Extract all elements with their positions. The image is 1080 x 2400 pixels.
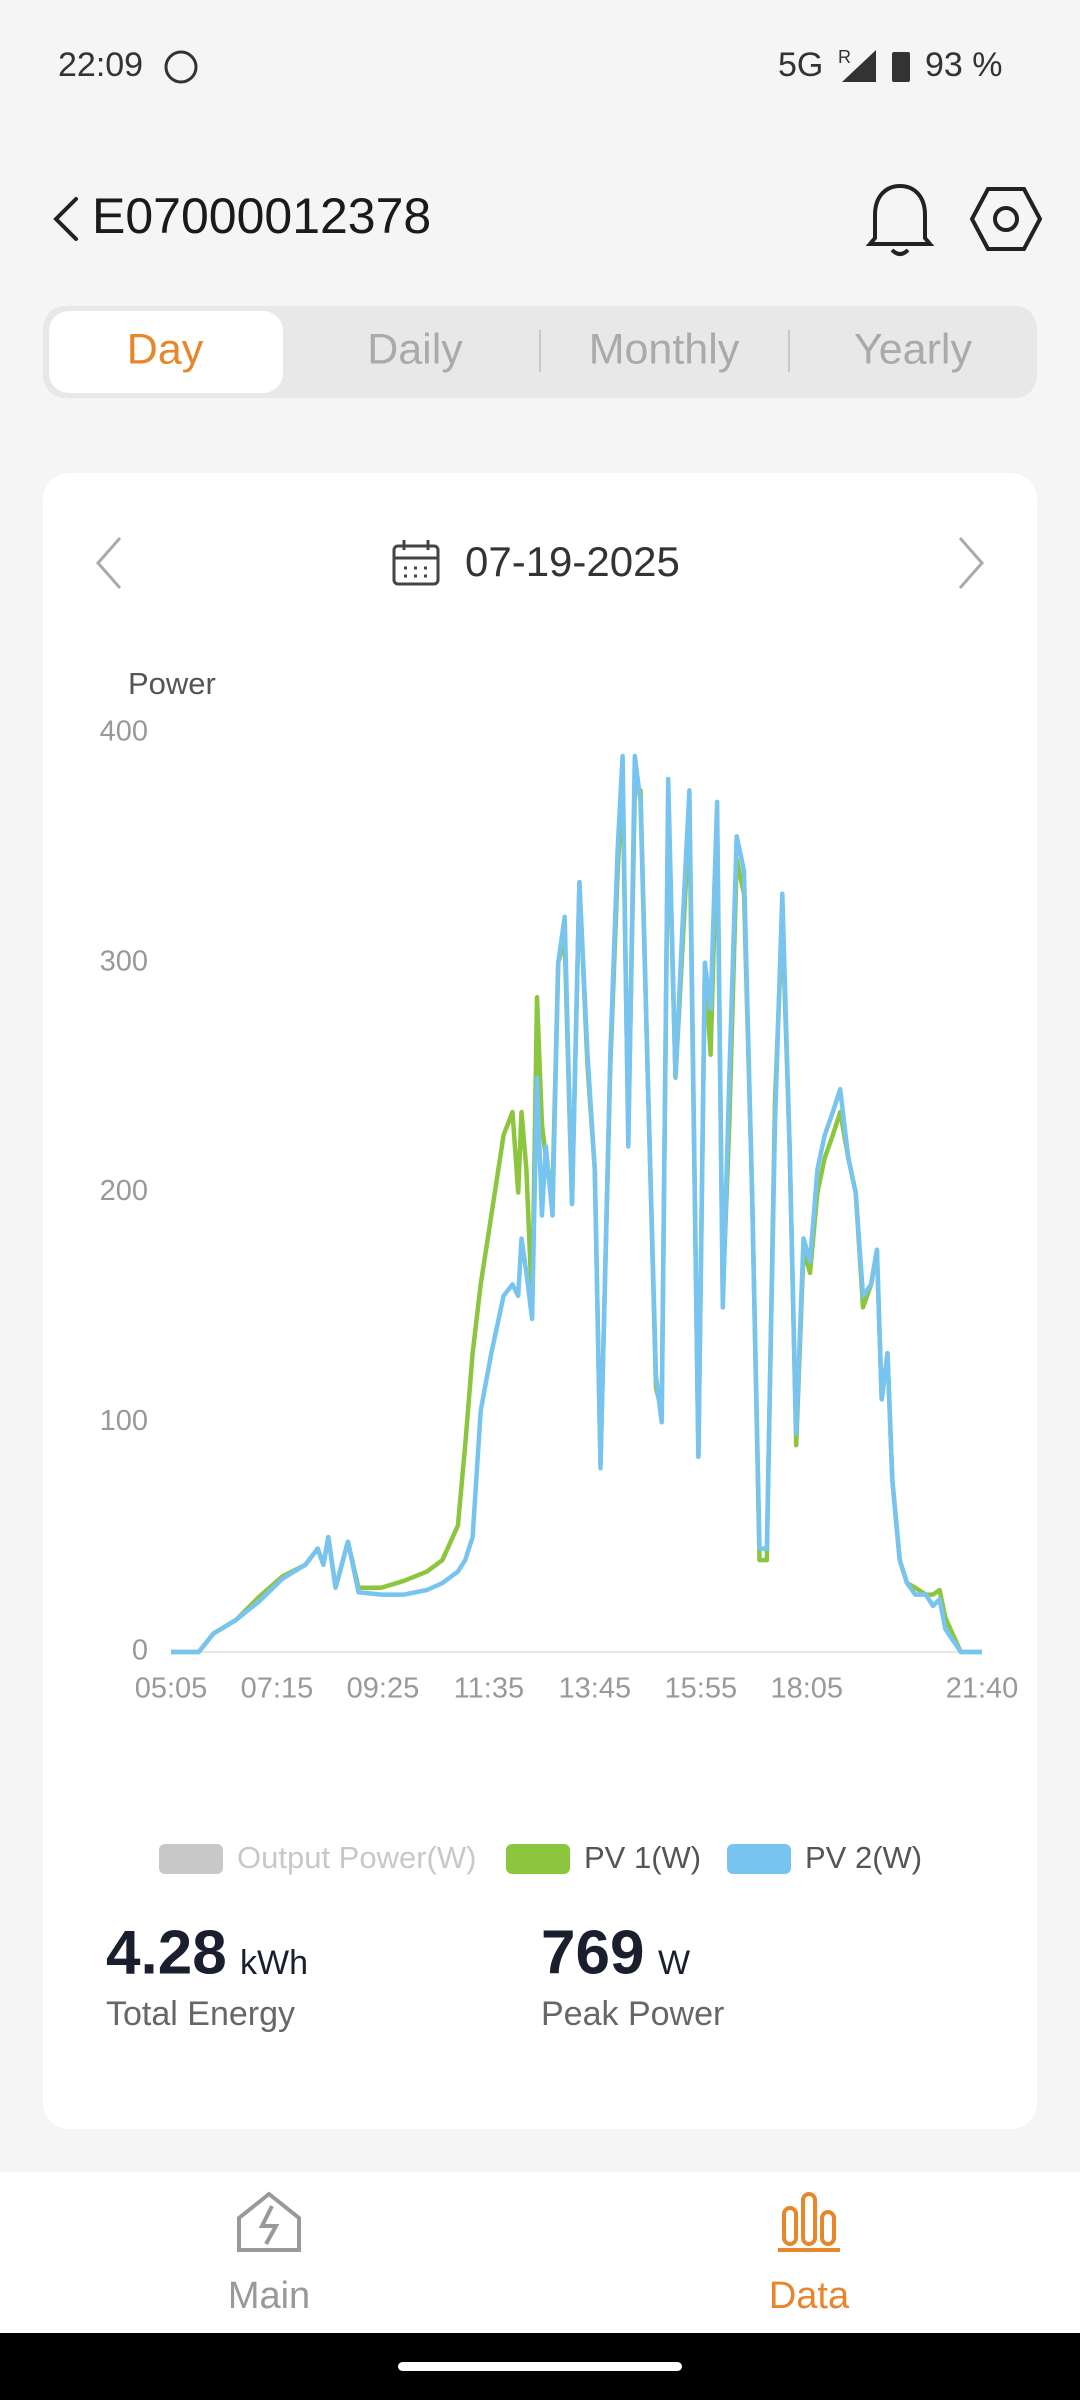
y-axis-label: Power xyxy=(128,666,216,701)
main-icon[interactable] xyxy=(237,2191,301,2252)
next-date-button[interactable] xyxy=(958,537,984,589)
legend-label[interactable]: PV 1(W) xyxy=(584,1840,701,1875)
status-battery: 93 % xyxy=(925,46,1003,84)
x-tick-label: 09:25 xyxy=(347,1673,420,1705)
prev-date-button[interactable] xyxy=(96,537,122,589)
x-tick-label: 07:15 xyxy=(241,1673,314,1705)
legend-label[interactable]: PV 2(W) xyxy=(805,1840,922,1875)
signal-icon xyxy=(842,50,876,82)
stat-unit: W xyxy=(658,1944,690,1982)
status-roaming: R xyxy=(838,47,851,67)
status-network: 5G xyxy=(778,46,823,84)
settings-button[interactable] xyxy=(969,187,1043,251)
nav-item[interactable]: Data xyxy=(769,2275,850,2317)
stat-label: Total Energy xyxy=(106,1995,295,2033)
data-icon[interactable] xyxy=(778,2192,840,2252)
stat-unit: kWh xyxy=(240,1944,308,1982)
legend-swatch xyxy=(506,1844,570,1874)
y-tick-label: 200 xyxy=(100,1175,148,1207)
whatsapp-icon xyxy=(164,50,198,84)
x-tick-label: 15:55 xyxy=(665,1673,738,1705)
chart: 0 100 200 300 400 05:05 07:15 09:25 11:35 13:45 15… xyxy=(100,716,1019,1876)
y-tick-label: 400 xyxy=(100,716,148,748)
x-tick-label: 05:05 xyxy=(135,1673,208,1705)
legend-swatch xyxy=(159,1844,223,1874)
nav-item[interactable]: Main xyxy=(228,2275,310,2317)
x-tick-label: 13:45 xyxy=(559,1673,632,1705)
battery-icon xyxy=(892,52,910,82)
x-tick-label: 18:05 xyxy=(770,1673,843,1705)
tab-active xyxy=(49,311,283,393)
tab[interactable]: Yearly xyxy=(854,325,972,373)
back-button[interactable] xyxy=(53,197,78,241)
notification-button[interactable] xyxy=(865,183,935,256)
calendar-icon[interactable] xyxy=(392,540,440,586)
bottom-nav xyxy=(0,2172,1080,2333)
stat-value: 769 xyxy=(541,1918,644,1987)
legend-swatch xyxy=(727,1844,791,1874)
status-time: 22:09 xyxy=(58,46,143,84)
date-label[interactable]: 07-19-2025 xyxy=(465,538,680,585)
card xyxy=(43,473,1037,2129)
y-tick-label: 0 xyxy=(132,1635,148,1667)
stat-label: Peak Power xyxy=(541,1995,724,2033)
legend-label[interactable]: Output Power(W) xyxy=(237,1840,476,1875)
tab[interactable]: Monthly xyxy=(589,325,740,373)
x-tick-label: 21:40 xyxy=(946,1673,1019,1705)
home-indicator[interactable] xyxy=(398,2362,682,2371)
device-title: E07000012378 xyxy=(92,188,431,244)
tab[interactable]: Daily xyxy=(367,325,463,373)
y-tick-label: 300 xyxy=(100,945,148,977)
x-tick-label: 11:35 xyxy=(454,1673,524,1705)
stat-value: 4.28 xyxy=(106,1918,227,1987)
tab[interactable]: Day xyxy=(127,325,204,373)
series-line xyxy=(171,753,982,1655)
y-tick-label: 100 xyxy=(100,1405,148,1437)
